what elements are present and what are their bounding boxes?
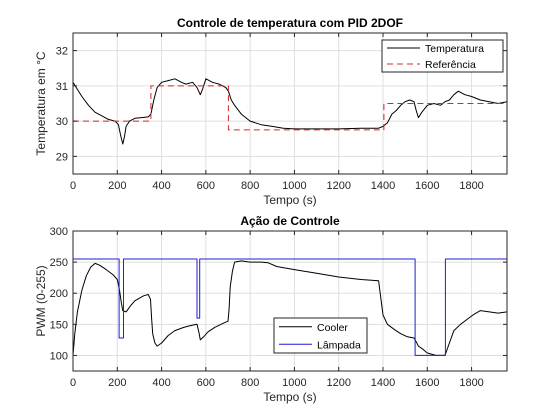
axes-frame — [72, 230, 508, 372]
x-tick-label: 1600 — [415, 377, 439, 389]
y-tick-label: 150 — [50, 319, 68, 331]
x-tick-label: 600 — [197, 180, 215, 192]
series-line-refer-ncia — [73, 85, 507, 131]
y-tick-label: 30 — [56, 116, 68, 128]
x-tick-label: 0 — [70, 180, 76, 192]
series-line-l-mpada — [73, 258, 507, 356]
y-tick-label: 29 — [56, 151, 68, 163]
x-tick-label: 1800 — [459, 180, 483, 192]
chart-title: Ação de Controle — [240, 214, 340, 228]
legend-box — [381, 39, 504, 73]
y-tick-label: 200 — [50, 288, 68, 300]
x-tick-label: 1200 — [326, 180, 350, 192]
y-tick-label: 300 — [50, 226, 68, 238]
y-axis-label: PWM (0-255) — [34, 265, 48, 336]
series-line-temperatura — [73, 78, 507, 145]
x-axis-label: Tempo (s) — [263, 193, 316, 207]
x-tick-label: 0 — [70, 377, 76, 389]
x-tick-label: 200 — [108, 377, 126, 389]
x-tick-label: 600 — [197, 377, 215, 389]
x-tick-label: 1400 — [371, 180, 395, 192]
y-tick-label: 32 — [56, 46, 68, 58]
legend-label: Temperatura — [425, 43, 484, 55]
x-tick-label: 800 — [241, 180, 259, 192]
y-tick-label: 250 — [50, 257, 68, 269]
x-tick-label: 1000 — [282, 377, 306, 389]
x-tick-label: 1200 — [326, 377, 350, 389]
chart-1: 0 200 400 600 800 1000 1200 1400 1600 1800 29 30 31 3… — [34, 16, 508, 207]
chart-2: 0 200 400 600 800 1000 1200 1400 1600 1800 100 150 2… — [34, 214, 508, 404]
x-axis-label: Tempo (s) — [263, 390, 316, 404]
axes-frame — [72, 32, 508, 175]
legend-label: Lâmpada — [317, 339, 361, 351]
series-line-cooler — [73, 260, 507, 356]
legend-box — [273, 317, 368, 354]
y-axis-label: Temperatura em °C — [34, 51, 48, 156]
chart-title: Controle de temperatura com PID 2DOF — [177, 16, 403, 30]
legend: Temperatura Referência — [381, 39, 504, 73]
legend-label: Cooler — [317, 322, 348, 334]
legend: Cooler Lâmpada — [273, 317, 368, 354]
x-tick-label: 400 — [152, 180, 170, 192]
x-tick-label: 1600 — [415, 180, 439, 192]
legend-label: Referência — [425, 59, 476, 71]
x-tick-label: 1400 — [371, 377, 395, 389]
x-tick-label: 200 — [108, 180, 126, 192]
x-tick-label: 1800 — [459, 377, 483, 389]
x-tick-label: 1000 — [282, 180, 306, 192]
y-tick-label: 100 — [50, 350, 68, 362]
x-tick-label: 800 — [241, 377, 259, 389]
x-tick-label: 400 — [152, 377, 170, 389]
y-tick-label: 31 — [56, 81, 68, 93]
